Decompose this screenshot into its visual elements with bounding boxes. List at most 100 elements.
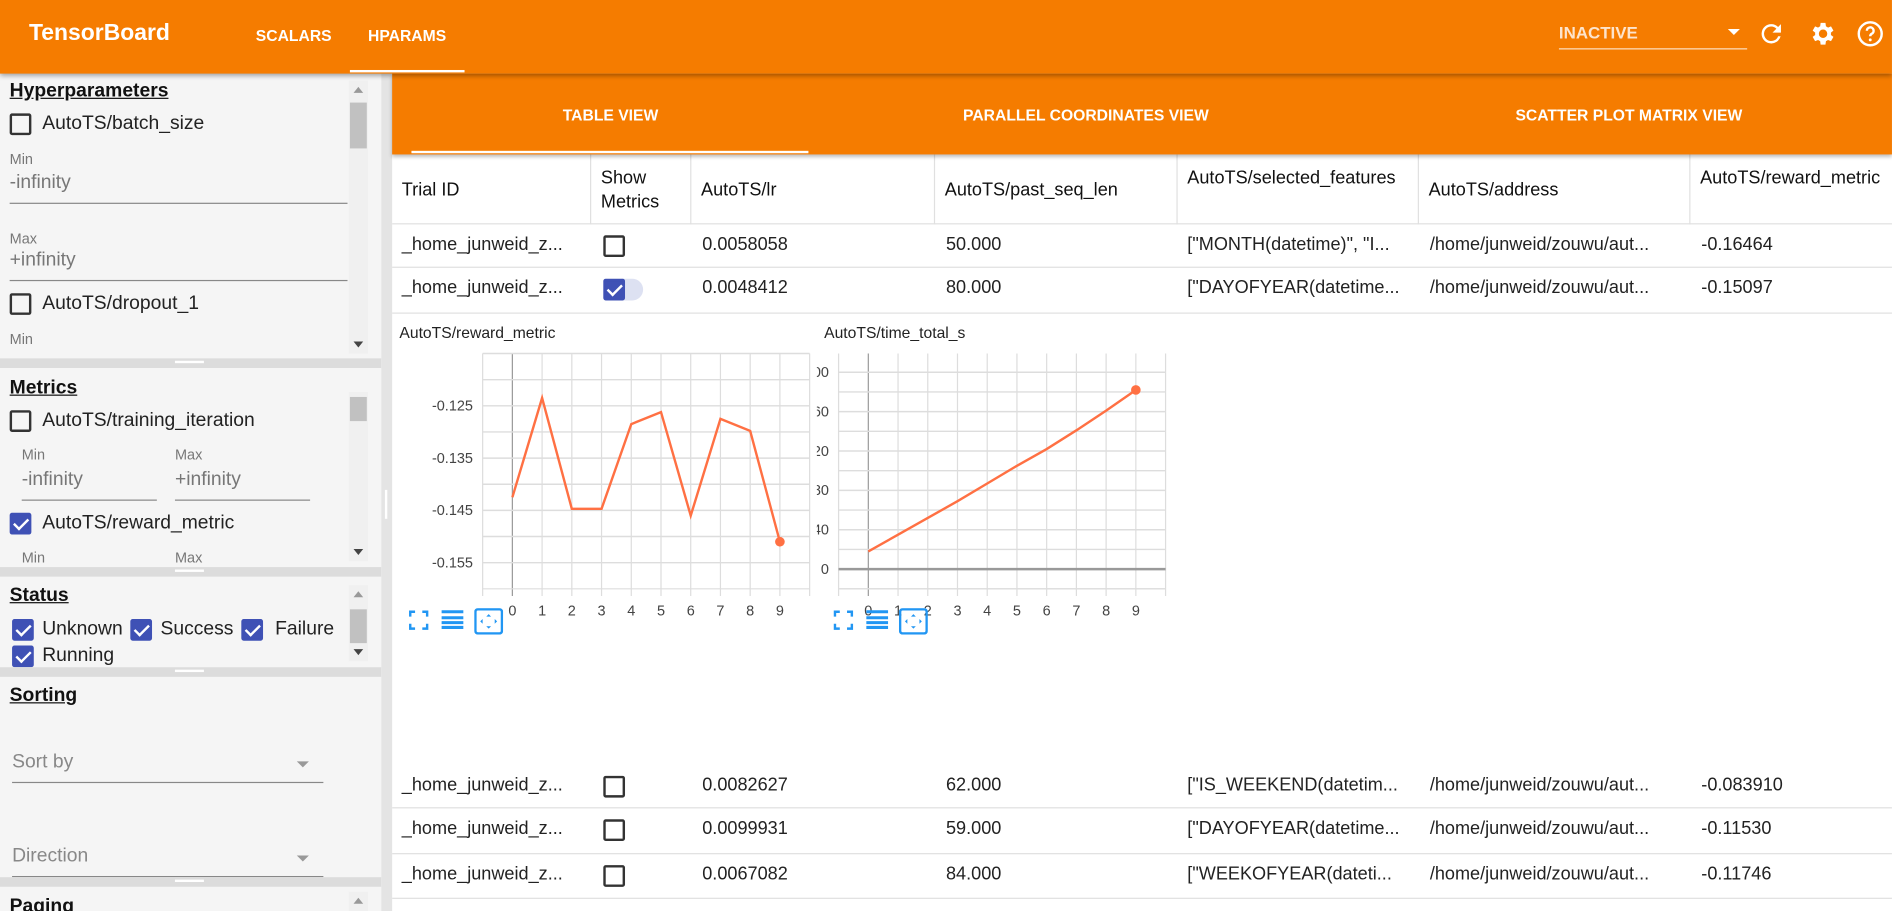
min-label: Min bbox=[9, 330, 33, 348]
x-tick-label: 4 bbox=[627, 603, 635, 619]
run-status-select[interactable]: INACTIVE bbox=[1558, 17, 1748, 50]
cell-past-seq-len: 59.000 bbox=[945, 818, 1002, 839]
x-tick-label: 7 bbox=[1072, 603, 1080, 619]
tab-scalars[interactable]: SCALARS bbox=[255, 26, 332, 45]
table-row[interactable]: _home_junweid_z... 0.0067082 84.000 ["WEEKO… bbox=[392, 854, 1892, 899]
brand-title: TensorBoard bbox=[28, 20, 170, 46]
x-tick-label: 3 bbox=[953, 603, 961, 619]
fullscreen-icon[interactable] bbox=[407, 608, 431, 632]
table-row[interactable]: _home_junweid_z... 0.0048412 80.000 ["DAYOF… bbox=[392, 268, 1892, 314]
cell-features: ["DAYOFYEAR(datetime... bbox=[1187, 818, 1400, 839]
min-input[interactable]: -infinity bbox=[21, 469, 157, 501]
help-icon[interactable] bbox=[1856, 19, 1885, 48]
table-row[interactable]: _home_junweid_z... 0.0058058 50.000 ["MONTH… bbox=[392, 224, 1892, 268]
paging-section: Paging bbox=[0, 886, 382, 911]
cell-lr: 0.0048412 bbox=[702, 277, 788, 299]
cell-lr: 0.0067082 bbox=[702, 863, 788, 885]
max-label: Max bbox=[174, 446, 203, 464]
status-checkbox[interactable] bbox=[12, 618, 34, 641]
tab-table-view[interactable]: TABLE VIEW bbox=[562, 106, 659, 125]
cell-trial: _home_junweid_z... bbox=[401, 234, 563, 255]
show-metrics-checkbox[interactable] bbox=[603, 819, 626, 842]
column-header[interactable]: AutoTS/selected_features bbox=[1178, 154, 1419, 225]
sorting-section: Sorting Sort by Direction bbox=[0, 676, 382, 878]
cell-address: /home/junweid/zouwu/aut... bbox=[1429, 818, 1650, 839]
min-label: Min bbox=[21, 549, 46, 566]
series-line bbox=[511, 393, 782, 543]
section-title: Status bbox=[9, 585, 69, 606]
show-metrics-checkbox[interactable] bbox=[603, 775, 626, 798]
metric-checkbox[interactable] bbox=[9, 512, 32, 535]
fit-domain-icon[interactable] bbox=[474, 608, 504, 635]
metric-label: AutoTS/reward_metric bbox=[42, 512, 235, 534]
refresh-icon[interactable] bbox=[1757, 19, 1786, 48]
status-checkbox[interactable] bbox=[12, 645, 34, 668]
resize-handle[interactable] bbox=[0, 567, 382, 577]
x-tick-label: 1 bbox=[894, 603, 902, 619]
min-input[interactable]: -infinity bbox=[9, 173, 348, 204]
scrollbar[interactable] bbox=[348, 392, 369, 562]
settings-gear-icon[interactable] bbox=[1807, 19, 1836, 48]
min-label: Min bbox=[21, 446, 46, 464]
column-header[interactable]: AutoTS/past_seq_len bbox=[935, 154, 1178, 225]
cell-lr: 0.0058058 bbox=[702, 234, 788, 255]
column-header[interactable]: AutoTS/lr bbox=[691, 154, 936, 225]
section-title: Paging bbox=[9, 896, 75, 911]
cell-lr: 0.0099931 bbox=[702, 818, 788, 839]
metric-checkbox[interactable] bbox=[9, 410, 32, 432]
table-row[interactable]: _home_junweid_z... 0.0099931 59.000 ["DAYOF… bbox=[392, 808, 1892, 855]
toggle-log-scale-icon[interactable] bbox=[865, 608, 889, 632]
show-metrics-checkbox[interactable] bbox=[603, 278, 626, 301]
hparam-label: AutoTS/dropout_1 bbox=[42, 293, 199, 314]
column-header[interactable]: Show Metrics bbox=[591, 154, 692, 225]
column-header[interactable]: AutoTS/reward_metric bbox=[1700, 167, 1881, 189]
status-label: Success bbox=[160, 618, 234, 640]
y-tick-label: -0.135 bbox=[432, 451, 473, 467]
view-tabs: TABLE VIEW PARALLEL COORDINATES VIEW SCA… bbox=[392, 73, 1892, 155]
tab-hparams[interactable]: HPARAMS bbox=[368, 26, 447, 45]
cell-address: /home/junweid/zouwu/aut... bbox=[1429, 863, 1650, 885]
sort-by-select[interactable]: Sort by bbox=[12, 752, 324, 784]
hparam-checkbox[interactable] bbox=[9, 113, 32, 136]
tab-parallel-coordinates-view[interactable]: PARALLEL COORDINATES VIEW bbox=[963, 106, 1209, 125]
scrollbar[interactable] bbox=[348, 585, 369, 662]
cell-features: ["MONTH(datetime)", "I... bbox=[1187, 234, 1390, 255]
show-metrics-checkbox[interactable] bbox=[603, 865, 626, 887]
y-tick-label: -0.125 bbox=[432, 399, 473, 415]
tab-scatter-plot-matrix-view[interactable]: SCATTER PLOT MATRIX VIEW bbox=[1515, 106, 1743, 125]
expanded-metrics-panel: AutoTS/reward_metric AutoTS/time_total_s… bbox=[392, 314, 1892, 765]
toggle-log-scale-icon[interactable] bbox=[440, 608, 464, 632]
last-point-marker bbox=[775, 536, 785, 547]
fullscreen-icon[interactable] bbox=[831, 608, 855, 632]
cell-past-seq-len: 84.000 bbox=[945, 863, 1002, 885]
cell-features: ["DAYOFYEAR(datetime... bbox=[1187, 277, 1400, 299]
direction-select[interactable]: Direction bbox=[12, 845, 324, 878]
last-point-marker bbox=[1131, 385, 1141, 395]
column-header[interactable]: Trial ID bbox=[392, 154, 592, 225]
hyperparameters-section: Hyperparameters AutoTS/batch_size Min -i… bbox=[0, 73, 382, 359]
resize-handle[interactable] bbox=[0, 358, 382, 369]
trials-table: Trial ID Show Metrics AutoTS/lr AutoTS/p… bbox=[392, 154, 1892, 911]
resize-handle[interactable] bbox=[0, 877, 382, 887]
sidebar-resize-divider[interactable] bbox=[381, 73, 393, 911]
table-row[interactable]: _home_junweid_z... 0.0082627 62.000 ["IS_WE… bbox=[392, 765, 1892, 809]
table-header-row: Trial ID Show Metrics AutoTS/lr AutoTS/p… bbox=[392, 154, 1892, 225]
active-tab-indicator bbox=[411, 150, 809, 154]
scrollbar[interactable] bbox=[348, 80, 369, 354]
direction-placeholder: Direction bbox=[12, 845, 89, 867]
cell-reward: -0.16464 bbox=[1701, 234, 1773, 255]
scrollbar[interactable] bbox=[348, 891, 369, 911]
fit-domain-icon[interactable] bbox=[898, 608, 928, 635]
max-input[interactable]: +infinity bbox=[174, 469, 311, 501]
show-metrics-checkbox[interactable] bbox=[603, 235, 626, 258]
resize-handle[interactable] bbox=[0, 667, 382, 677]
reward-metric-chart: -0.125 -0.135 -0.145 -0.155 0 1 2 3 4 5 6 7 8 9 bbox=[432, 352, 811, 619]
status-checkbox[interactable] bbox=[241, 618, 264, 641]
cell-reward: -0.11746 bbox=[1701, 863, 1772, 885]
column-header[interactable]: AutoTS/address bbox=[1419, 154, 1691, 225]
cell-features: ["WEEKOFYEAR(dateti... bbox=[1187, 863, 1392, 885]
hparam-checkbox[interactable] bbox=[9, 293, 32, 315]
max-input[interactable]: +infinity bbox=[9, 250, 348, 282]
status-checkbox[interactable] bbox=[130, 618, 153, 641]
cell-reward: -0.15097 bbox=[1701, 277, 1773, 299]
